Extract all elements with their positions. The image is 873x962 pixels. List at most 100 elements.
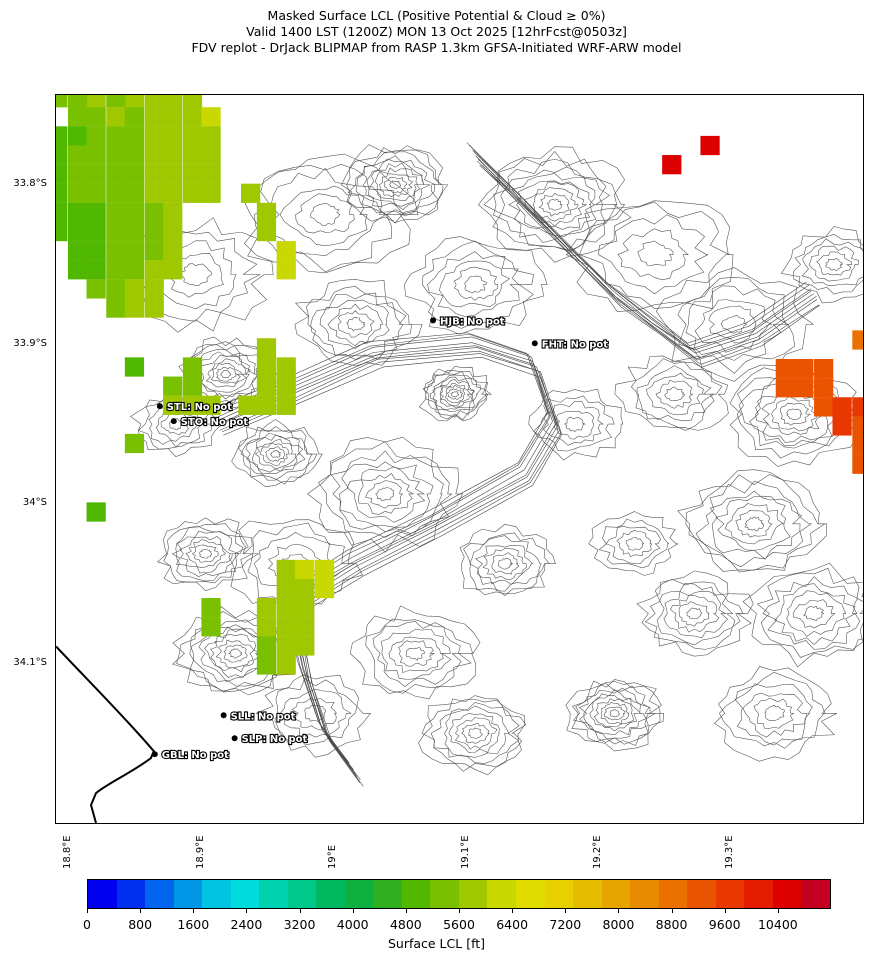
lcl-cell	[106, 241, 126, 261]
contour-line	[375, 487, 395, 502]
lcl-cell	[276, 395, 296, 415]
colorbar-swatch	[658, 880, 688, 908]
site-stl[interactable]: STL: No pot	[156, 401, 233, 414]
colorbar-swatch	[515, 880, 545, 908]
contour-line	[405, 646, 425, 661]
lcl-cell	[256, 338, 277, 358]
lcl-cell	[106, 279, 126, 299]
contour-line	[228, 648, 243, 659]
contour-line	[157, 517, 260, 592]
site-slp[interactable]: SLP: No pot	[231, 733, 309, 746]
colorbar-swatch	[801, 880, 830, 908]
site-hjb[interactable]: HJB: No pot	[430, 315, 506, 328]
lcl-cell	[256, 655, 277, 675]
contour-line	[497, 558, 514, 570]
lcl-cell	[832, 416, 852, 436]
lcl-cell	[256, 357, 277, 377]
lcl-cell	[144, 260, 164, 280]
contour-line	[191, 544, 219, 563]
colorbar-tick-mark	[459, 909, 460, 913]
contour-line	[808, 245, 859, 282]
contour-line	[444, 705, 510, 758]
contour-line	[252, 434, 300, 473]
site-gbl[interactable]: GBL: No pot	[151, 749, 230, 762]
contour-line	[295, 193, 355, 234]
contour-line	[318, 441, 453, 538]
contour-line	[724, 503, 785, 545]
contour-line	[199, 548, 212, 559]
site-fht[interactable]: FHT: No pot	[531, 338, 609, 351]
contour-line	[600, 702, 630, 725]
contour-line	[685, 285, 789, 361]
contour-line	[432, 376, 475, 411]
lcl-cell	[124, 164, 145, 184]
lcl-cell	[86, 126, 106, 146]
lcl-cell	[256, 617, 277, 637]
ridge-contour	[475, 155, 814, 354]
colorbar-tick-label: 8800	[655, 917, 688, 932]
colorbar-tick-label: 6400	[496, 917, 529, 932]
contour-line	[685, 474, 826, 573]
contour-line	[756, 567, 863, 658]
colorbar-tick-label: 5600	[443, 917, 475, 932]
contour-line	[383, 176, 407, 194]
contour-line	[421, 695, 527, 772]
contour-line	[583, 689, 647, 736]
title-line-1: Masked Surface LCL (Positive Potential &…	[267, 8, 606, 23]
ridge-contour	[472, 149, 812, 350]
contour-line	[708, 305, 757, 344]
lcl-cell	[124, 298, 145, 318]
lcl-cell	[163, 221, 183, 242]
lcl-cell	[794, 358, 814, 379]
colorbar-tick-mark	[671, 909, 673, 913]
contour-line	[603, 706, 626, 721]
lat-label-33-9: 33.9°S	[13, 338, 47, 349]
colorbar-swatch	[487, 880, 516, 908]
lcl-cell	[86, 183, 106, 203]
contour-line	[439, 260, 511, 308]
lcl-cell	[852, 397, 863, 417]
colorbar-swatch	[202, 880, 231, 908]
colorbar-swatch	[544, 880, 574, 908]
contour-line	[379, 173, 414, 198]
site-dot	[170, 418, 177, 425]
contour-line	[677, 277, 796, 374]
contour-line	[764, 704, 785, 721]
lcl-cell	[86, 145, 106, 165]
contour-line	[729, 365, 860, 467]
ridge-contour	[214, 342, 553, 592]
contour-line	[346, 317, 366, 332]
contour-line	[464, 275, 488, 294]
site-sll[interactable]: SLL: No pot	[220, 710, 297, 723]
contour-line	[223, 644, 248, 663]
contour-line	[636, 365, 715, 422]
site-sto[interactable]: STO: No pot	[170, 416, 249, 429]
lcl-cell	[106, 164, 126, 184]
contour-line	[803, 605, 825, 622]
lcl-cell	[86, 502, 106, 522]
lcl-cell	[86, 95, 106, 108]
contour-line	[259, 442, 290, 466]
lcl-cell	[182, 183, 203, 203]
contour-line	[398, 640, 435, 667]
site-label: STL: No pot	[167, 402, 232, 413]
contour-line	[735, 510, 773, 538]
lcl-cell	[314, 578, 335, 599]
contour-line	[365, 618, 474, 694]
contour-line	[205, 358, 247, 388]
site-dot	[531, 340, 538, 347]
contour-line	[482, 547, 527, 581]
contour-line	[786, 408, 803, 420]
contour-line	[617, 228, 689, 281]
lcl-cell	[144, 241, 164, 261]
colorbar-swatch	[316, 880, 345, 908]
colorbar-tick-mark	[512, 909, 514, 913]
contour-line	[571, 679, 662, 746]
contour-line	[453, 266, 499, 301]
contour-line	[664, 386, 685, 402]
lcl-cell	[144, 221, 164, 242]
colorbar-swatch	[715, 880, 745, 908]
contour-line	[279, 688, 352, 738]
contour-line	[719, 671, 826, 749]
lcl-cell	[56, 221, 68, 242]
